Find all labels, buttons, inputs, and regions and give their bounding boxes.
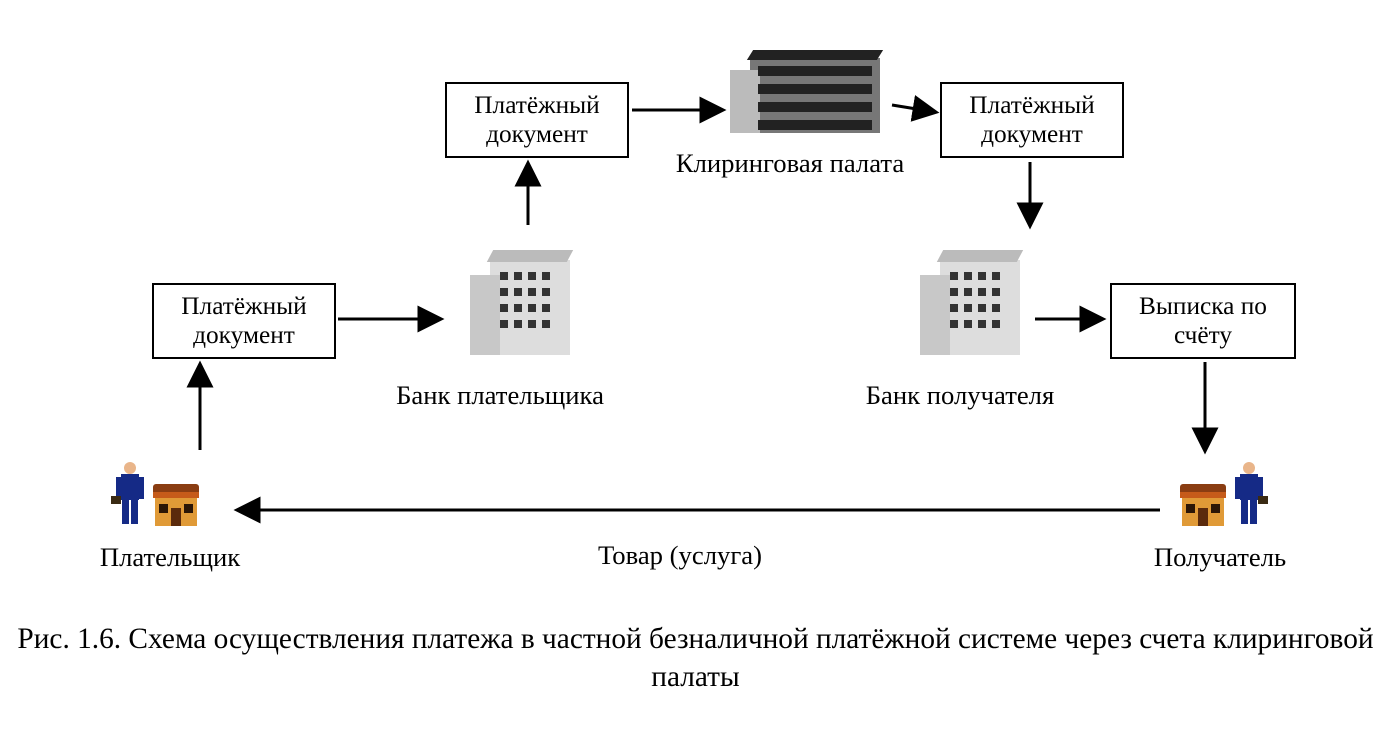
node-doc1: Платёжный документ	[152, 283, 336, 359]
goods-label: Товар (услуга)	[530, 540, 830, 571]
edge-clearing-doc3	[892, 105, 935, 112]
figure-caption: Рис. 1.6. Схема осуществления платежа в …	[0, 620, 1391, 696]
bank-payer-label: Банк плательщика	[360, 380, 640, 411]
bank-payer-icon	[450, 230, 580, 360]
node-statement-label: Выписка по счёту	[1112, 292, 1294, 350]
node-doc3: Платёжный документ	[940, 82, 1124, 158]
payee-label-text: Получатель	[1154, 542, 1286, 572]
clearing-house-label: Клиринговая палата	[640, 148, 940, 179]
node-doc3-label: Платёжный документ	[942, 91, 1122, 149]
payer-label-text: Плательщик	[100, 542, 240, 572]
clearing-house-label-text: Клиринговая палата	[676, 148, 904, 178]
diagram-stage: Платёжный документ Платёжный документ Пл…	[0, 0, 1391, 733]
figure-caption-text: Рис. 1.6. Схема осуществления платежа в …	[17, 623, 1373, 693]
node-statement: Выписка по счёту	[1110, 283, 1296, 359]
bank-payer-label-text: Банк плательщика	[396, 380, 604, 410]
node-doc2-label: Платёжный документ	[447, 91, 627, 149]
node-doc1-label: Платёжный документ	[154, 292, 334, 350]
node-doc2: Платёжный документ	[445, 82, 629, 158]
bank-payee-label: Банк получателя	[820, 380, 1100, 411]
bank-payee-label-text: Банк получателя	[866, 380, 1054, 410]
payer-icon	[115, 462, 225, 542]
payee-label: Получатель	[1135, 542, 1305, 573]
bank-payee-icon	[900, 230, 1030, 360]
payee-icon	[1180, 462, 1290, 542]
clearing-house-icon	[730, 30, 890, 140]
payer-label: Плательщик	[85, 542, 255, 573]
goods-label-text: Товар (услуга)	[598, 540, 762, 570]
